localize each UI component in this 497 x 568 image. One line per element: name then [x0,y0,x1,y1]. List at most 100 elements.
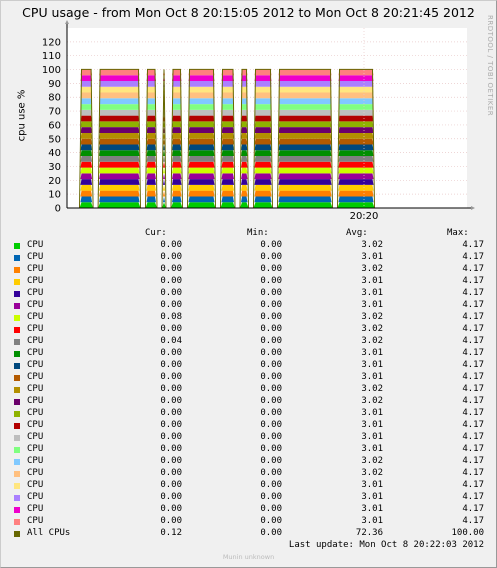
y-tick-label: 120 [42,37,61,48]
y-tick-label: 70 [48,107,61,118]
legend-label: CPU [27,384,44,394]
legend-avg-value: 3.01 [361,444,383,454]
legend-min-value: 0.00 [260,384,282,394]
legend-avg-value: 3.02 [361,336,383,346]
legend-cur-value: 0.00 [160,468,182,478]
legend-avg-value: 3.02 [361,312,383,322]
legend-label: CPU [27,492,44,502]
legend-max-value: 4.17 [462,276,484,286]
legend-label: All CPUs [27,528,71,538]
legend-label: CPU [27,312,44,322]
area-band [80,98,374,105]
legend-max-value: 4.17 [462,456,484,466]
legend-row: CPU 0.00 0.00 3.01 4.17 [0,300,497,312]
legend-max-value: 100.00 [451,528,484,538]
legend-swatch [14,411,20,417]
legend-min-value: 0.00 [260,300,282,310]
legend-row: CPU 0.00 0.00 3.01 4.17 [0,408,497,420]
legend-swatch [14,351,20,357]
legend-label: CPU [27,408,44,418]
legend-avg-value: 3.01 [361,372,383,382]
legend-cur-value: 0.00 [160,288,182,298]
legend-cur-value: 0.00 [160,492,182,502]
y-tick-label: 10 [48,190,61,201]
legend-max-value: 4.17 [462,432,484,442]
area-band [79,202,375,208]
legend-label: CPU [27,420,44,430]
legend-cur-value: 0.00 [160,456,182,466]
legend-row: CPU 0.00 0.00 3.02 4.17 [0,324,497,336]
y-tick-label: 0 [55,204,61,215]
legend-max-value: 4.17 [462,264,484,274]
legend-min-value: 0.00 [260,252,282,262]
legend-min-value: 0.00 [260,348,282,358]
area-band [80,86,374,93]
legend-row: CPU 0.00 0.00 3.02 4.17 [0,240,497,252]
legend-label: CPU [27,444,44,454]
legend-max-value: 4.17 [462,300,484,310]
legend-cur-value: 0.00 [160,240,182,250]
legend-label: CPU [27,456,44,466]
legend-header-max: Max: [447,228,469,238]
legend-row: CPU 0.00 0.00 3.01 4.17 [0,492,497,504]
legend-row: CPU 0.04 0.00 3.02 4.17 [0,336,497,348]
legend-min-value: 0.00 [260,456,282,466]
legend-min-value: 0.00 [260,288,282,298]
legend-cur-value: 0.12 [160,528,182,538]
y-axis-arrow [65,20,69,24]
legend-row: CPU 0.00 0.00 3.02 4.17 [0,456,497,468]
legend-avg-value: 3.01 [361,432,383,442]
last-update: Last update: Mon Oct 8 20:22:03 2012 [288,540,484,550]
y-tick-label: 40 [48,148,61,159]
area-band [80,69,374,76]
legend-min-value: 0.00 [260,420,282,430]
legend-label: CPU [27,324,44,334]
area-band [80,127,374,133]
legend-cur-value: 0.08 [160,312,182,322]
area-band [80,115,374,122]
legend-avg-value: 72.36 [355,528,383,538]
legend-max-value: 4.17 [462,312,484,322]
legend-min-value: 0.00 [260,492,282,502]
legend-avg-value: 3.01 [361,348,383,358]
legend-max-value: 4.17 [462,408,484,418]
y-tick-label: 110 [42,51,61,62]
legend-label: CPU [27,468,44,478]
legend-avg-value: 3.01 [361,492,383,502]
legend-min-value: 0.00 [260,528,282,538]
legend-header: Cur: Min: Avg: Max: [0,228,497,240]
legend-min-value: 0.00 [260,396,282,406]
legend-row: CPU 0.00 0.00 3.02 4.17 [0,468,497,480]
legend-avg-value: 3.01 [361,516,383,526]
cpu-usage-chart: 0 10 20 30 40 50 60 70 80 90 100 110 120 20:20 [42,20,475,222]
area-band [80,167,374,174]
x-tick-label: 20:20 [350,211,379,222]
area-band [80,121,374,128]
legend-swatch [14,423,20,429]
legend-swatch [14,243,20,249]
legend-min-value: 0.00 [260,480,282,490]
rrdtool-watermark: RRDTOOL / TOBI OETIKER [486,15,494,117]
legend-swatch [14,327,20,333]
legend-swatch [14,339,20,345]
area-band [80,138,374,145]
legend-max-value: 4.17 [462,516,484,526]
legend-avg-value: 3.02 [361,456,383,466]
legend-header-avg: Avg: [346,228,368,238]
legend-min-value: 0.00 [260,360,282,370]
legend-avg-value: 3.01 [361,408,383,418]
legend-row: CPU 0.00 0.00 3.01 4.17 [0,504,497,516]
legend-label: CPU [27,288,44,298]
area-band [80,92,374,99]
legend-row: CPU 0.00 0.00 3.01 4.17 [0,276,497,288]
y-tick-label: 80 [48,93,61,104]
legend-swatch [14,519,20,525]
legend-swatch [14,531,20,537]
legend-swatch [14,495,20,501]
legend-swatch [14,483,20,489]
legend-swatch [14,387,20,393]
area-band [80,80,374,87]
legend-label: CPU [27,240,44,250]
legend-avg-value: 3.02 [361,468,383,478]
legend-min-value: 0.00 [260,240,282,250]
